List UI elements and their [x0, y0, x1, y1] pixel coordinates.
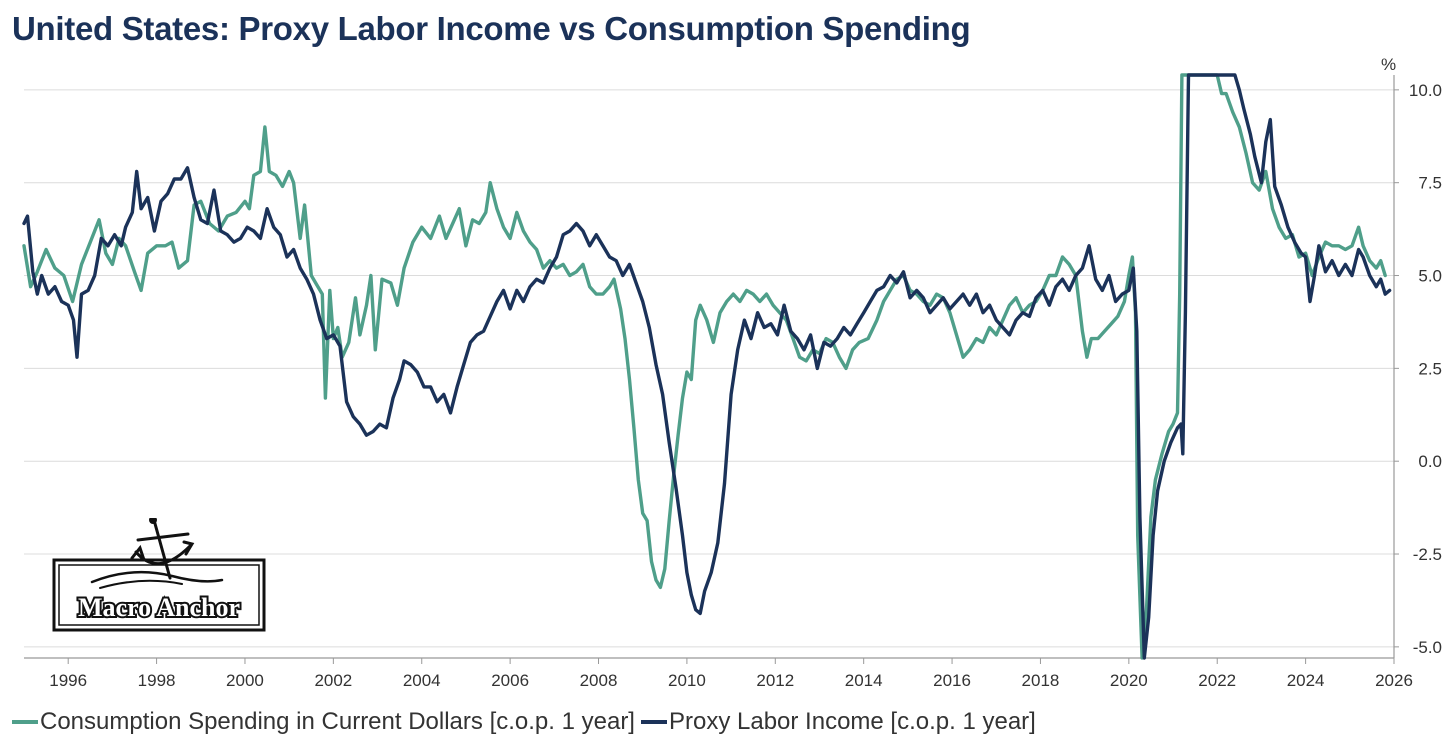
legend-label-labor-income: Proxy Labor Income [c.o.p. 1 year]: [668, 708, 1036, 735]
chart-title: United States: Proxy Labor Income vs Con…: [12, 10, 971, 47]
legend-item-labor-income: Proxy Labor Income [c.o.p. 1 year]: [640, 708, 1036, 736]
legend-swatch-labor-income: [640, 720, 667, 724]
x-tick-label: 2006: [491, 671, 529, 690]
y-tick-label: -2.5: [1413, 545, 1442, 564]
legend-item-consumption: Consumption Spending in Current Dollars …: [12, 708, 635, 736]
x-tick-label: 2026: [1375, 671, 1413, 690]
y-tick-label: 5.0: [1418, 267, 1442, 286]
x-tick-label: 2002: [314, 671, 352, 690]
x-tick-label: 2008: [580, 671, 618, 690]
x-tick-label: 1998: [138, 671, 176, 690]
legend-swatch-consumption: [12, 720, 38, 724]
x-tick-label: 2014: [845, 671, 883, 690]
x-tick-label: 2024: [1287, 671, 1325, 690]
x-tick-label: 2018: [1022, 671, 1060, 690]
series-line-consumption-spending: [22, 73, 1387, 660]
series-layer: [22, 73, 1392, 660]
x-tick-label: 2012: [756, 671, 794, 690]
x-tick-label: 2016: [933, 671, 971, 690]
y-tick-label: 7.5: [1418, 174, 1442, 193]
y-tick-label: 0.0: [1418, 452, 1442, 471]
y-tick-layer: 10.0 7.5 5.0 2.5 0.0 -2.5 -5.0: [1394, 81, 1442, 657]
x-tick-label: 2022: [1198, 671, 1236, 690]
x-tick-label: 2000: [226, 671, 264, 690]
macro-anchor-logo: Macro Anchor: [52, 518, 266, 632]
y-tick-label: 2.5: [1418, 359, 1442, 378]
legend-label-consumption: Consumption Spending in Current Dollars …: [40, 708, 635, 735]
x-tick-label: 2010: [668, 671, 706, 690]
logo-text: Macro Anchor: [78, 593, 240, 622]
x-tick-label: 2004: [403, 671, 441, 690]
anchor-icon: [90, 518, 224, 589]
y-tick-label: -5.0: [1413, 638, 1442, 657]
series-line-proxy-labor-income: [22, 73, 1392, 660]
x-tick-label: 2020: [1110, 671, 1148, 690]
x-tick-label: 1996: [49, 671, 87, 690]
y-unit-label: %: [1381, 55, 1396, 74]
chart-legend: Consumption Spending in Current Dollars …: [12, 708, 1042, 736]
y-tick-label: 10.0: [1409, 81, 1442, 100]
x-tick-layer: 1996 1998 2000 2002 2004 2006 2008 2010 2012 2014…: [49, 658, 1413, 690]
